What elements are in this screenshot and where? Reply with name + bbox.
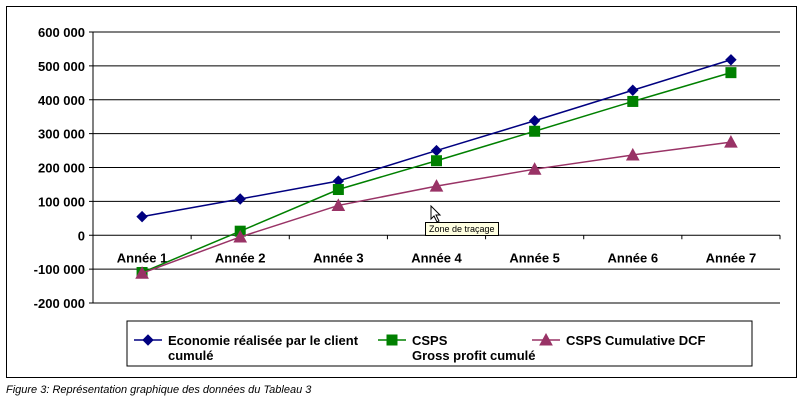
series-3-point — [527, 162, 542, 175]
y-tick-label: 100 000 — [38, 194, 85, 209]
y-tick-label: 300 000 — [38, 127, 85, 142]
series-line-2 — [141, 71, 732, 274]
chart-svg: 600 000 500 000 400 000 300 000 200 000 100 0… — [34, 25, 781, 367]
legend-marker-1 — [142, 334, 154, 346]
legend-label-2-line2: Gross profit cumulé — [412, 348, 536, 363]
series-2-point — [529, 125, 541, 137]
series-3-point — [429, 179, 444, 192]
series-1-point — [136, 210, 148, 223]
y-tick-label: -100 000 — [34, 262, 85, 277]
series-3-point — [135, 266, 149, 279]
y-tick-label: 500 000 — [38, 59, 85, 74]
series-2-point — [332, 184, 344, 196]
x-tick-label: Année 2 — [215, 250, 266, 265]
legend-label-1-line2: cumulé — [168, 348, 214, 363]
legend-label-2: CSPS — [412, 333, 448, 348]
x-tick-label: Année 4 — [411, 250, 462, 265]
x-tick-label: Année 1 — [117, 250, 168, 265]
series-layer — [135, 54, 738, 279]
series-3-point — [724, 135, 738, 148]
legend-label-3: CSPS Cumulative DCF — [566, 333, 705, 348]
legend-marker-2 — [386, 334, 398, 346]
series-1-point — [430, 144, 443, 157]
series-1-point — [725, 54, 737, 66]
series-2-point — [431, 155, 442, 167]
legend-box — [126, 320, 753, 367]
series-3-point — [625, 147, 640, 161]
pointer-arrow-icon — [430, 204, 442, 228]
y-tick-label: 200 000 — [38, 161, 85, 176]
chart-frame — [6, 6, 797, 378]
x-tick-label: Année 6 — [607, 250, 658, 265]
series-1-point — [528, 115, 541, 127]
x-tick-label: Année 3 — [313, 250, 364, 265]
series-2-point — [627, 95, 639, 107]
x-tick-label: Année 5 — [509, 250, 560, 265]
figure-caption: Figure 3: Représentation graphique des d… — [6, 384, 312, 396]
legend-label-1: Economie réalisée par le client — [168, 333, 359, 348]
x-tick-label: Année 7 — [706, 250, 757, 265]
series-1-point — [234, 193, 246, 205]
series-2-point — [725, 67, 737, 79]
series-1-point — [627, 84, 639, 96]
legend-marker-3 — [539, 332, 553, 346]
y-tick-label: -200 000 — [34, 296, 85, 311]
series-line-1 — [141, 59, 732, 218]
y-tick-label: 400 000 — [38, 93, 85, 108]
grid-layer — [93, 31, 780, 304]
series-3-point — [233, 229, 248, 243]
plot-area-tooltip: Zone de traçage — [425, 222, 499, 236]
series-3-point — [331, 198, 346, 211]
y-tick-label: 600 000 — [38, 25, 85, 40]
axis-layer: 600 000 500 000 400 000 300 000 200 000 100 0… — [34, 25, 781, 311]
y-tick-label: 0 — [78, 228, 85, 243]
